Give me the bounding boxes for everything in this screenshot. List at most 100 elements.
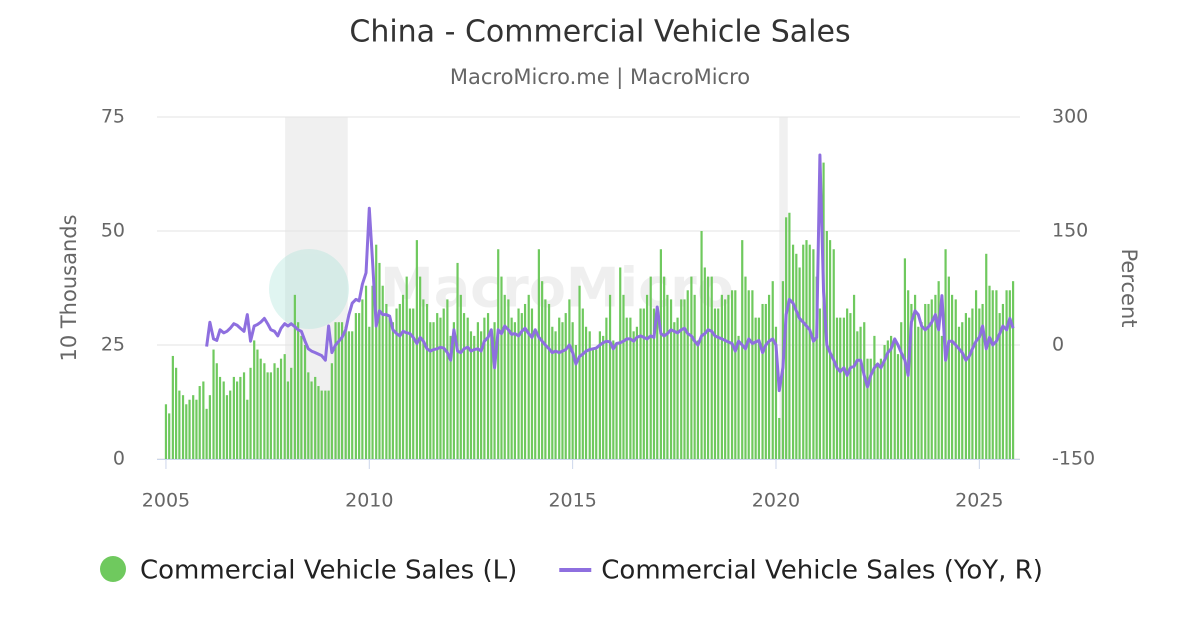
bar: [1011, 281, 1015, 459]
bar: [185, 404, 188, 459]
bar: [893, 340, 896, 459]
bar: [791, 244, 795, 459]
bar: [466, 317, 469, 459]
bar: [568, 299, 571, 459]
bar: [266, 372, 269, 459]
bar: [310, 381, 313, 459]
bar: [974, 290, 978, 459]
bar: [354, 313, 357, 459]
bar: [564, 313, 567, 459]
legend-item[interactable]: Commercial Vehicle Sales (L): [100, 556, 517, 586]
bar: [710, 276, 713, 459]
bar: [747, 290, 750, 459]
bar: [340, 322, 344, 459]
bar: [964, 313, 968, 459]
x-tick-label: 2005: [142, 490, 190, 512]
bar: [425, 303, 429, 459]
bar: [432, 322, 435, 459]
bar: [818, 308, 822, 459]
bar: [279, 358, 283, 459]
bar: [401, 294, 405, 459]
bar: [218, 376, 222, 459]
bar: [754, 317, 757, 459]
bar: [415, 240, 418, 459]
bar: [842, 317, 846, 459]
bar: [1005, 290, 1008, 459]
bar: [422, 299, 425, 459]
bar: [378, 262, 381, 459]
bar: [212, 349, 215, 459]
bar: [314, 376, 317, 459]
bar: [920, 322, 923, 459]
bar: [832, 249, 835, 459]
bar: [683, 299, 686, 459]
bar: [371, 285, 374, 459]
bar: [591, 349, 595, 459]
legend-item[interactable]: Commercial Vehicle Sales (YoY, R): [559, 556, 1043, 586]
bar: [388, 317, 391, 459]
watermark-text: MacroMicro: [380, 257, 734, 320]
bar: [798, 267, 801, 459]
bar: [462, 313, 466, 459]
bar: [249, 367, 252, 459]
bar: [317, 386, 320, 459]
bar: [608, 294, 612, 459]
bar: [361, 299, 364, 459]
legend-label: Commercial Vehicle Sales (YoY, R): [601, 556, 1043, 586]
bar: [879, 358, 883, 459]
bar: [263, 363, 266, 459]
x-tick-label: 2025: [955, 490, 1003, 512]
bar: [368, 326, 371, 459]
bar: [327, 390, 330, 459]
bar: [730, 290, 734, 459]
bar: [727, 294, 730, 459]
bar: [645, 294, 649, 459]
bar: [988, 285, 991, 459]
bar: [910, 303, 913, 459]
bar: [473, 335, 476, 459]
bar: [358, 313, 361, 459]
bar: [385, 303, 388, 459]
bar: [900, 322, 903, 459]
bar: [947, 276, 950, 459]
bar: [574, 345, 577, 459]
axes: 0 25 50 75 -150 0 150 300 2005 2010 2015 2020 2025: [101, 106, 1095, 512]
y2-axis-title: Percent: [1117, 248, 1141, 327]
bar: [639, 308, 642, 459]
bar: [225, 395, 229, 459]
bar: [889, 335, 893, 459]
bar: [961, 322, 964, 459]
bar: [696, 340, 700, 459]
bar: [720, 294, 723, 459]
bar: [1008, 290, 1011, 459]
bar: [290, 367, 293, 459]
bar: [276, 367, 279, 459]
bar: [578, 285, 581, 459]
bar: [544, 299, 547, 459]
bar: [866, 358, 869, 459]
x-tick-label: 2020: [752, 490, 800, 512]
bar: [395, 308, 398, 459]
bar: [513, 322, 516, 459]
bar: [846, 308, 849, 459]
bar: [273, 363, 276, 459]
bar: [561, 322, 564, 459]
bar: [978, 308, 981, 459]
bar: [581, 308, 584, 459]
bar: [554, 331, 557, 459]
bar: [202, 381, 205, 459]
bar: [419, 276, 422, 459]
bar: [178, 390, 181, 459]
bar: [168, 413, 171, 459]
bar: [256, 349, 259, 459]
bar: [375, 244, 378, 459]
bar: [486, 313, 490, 459]
bar: [222, 381, 225, 459]
legend-label: Commercial Vehicle Sales (L): [140, 556, 517, 586]
bar: [873, 335, 876, 459]
bar: [547, 303, 551, 459]
bar: [761, 303, 764, 459]
legend: Commercial Vehicle Sales (L) Commercial V…: [100, 556, 1043, 586]
bar: [680, 299, 683, 459]
